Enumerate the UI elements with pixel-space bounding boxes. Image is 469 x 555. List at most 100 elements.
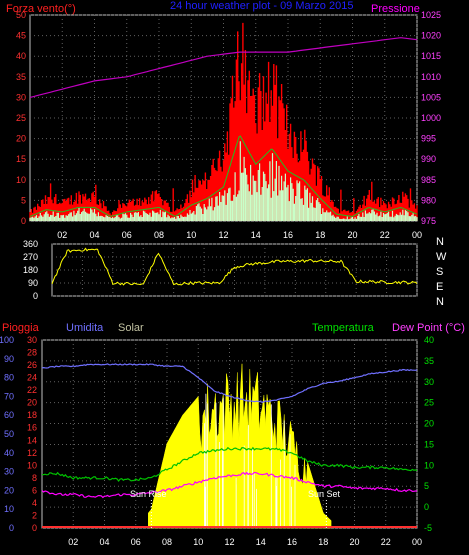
wind-y-tick-label: 40 (16, 51, 26, 61)
pressure-y-tick-label: 975 (421, 216, 436, 226)
wind-y-tick-label: 25 (16, 113, 26, 123)
pressure-y-tick-label: 980 (421, 195, 436, 205)
temperature-y-tick-label: 20 (424, 419, 434, 429)
thermo-x-tick-label: 20 (349, 537, 359, 547)
wind-x-tick-label: 08 (154, 230, 164, 240)
rain-y-tick-label: 12 (27, 448, 37, 458)
pressure-y-tick-label: 1010 (421, 72, 441, 82)
humidity-y-tick-label: 20 (4, 485, 14, 495)
humidity-y-tick-label: 40 (4, 448, 14, 458)
wind-direction-line (51, 247, 418, 286)
humidity-y-tick-label: 10 (4, 504, 14, 514)
rain-y-tick-label: 14 (27, 435, 37, 445)
thermo-x-ticks: 02 04 06 08 10 12 14 16 18 20 22 00 (68, 537, 422, 547)
direction-y-tick-label: 270 (23, 252, 38, 262)
direction-y-tick-label: 360 (23, 239, 38, 249)
pressure-y-tick-label: 1020 (421, 31, 441, 41)
solar-area (147, 363, 332, 529)
humidity-y-tick-label: 80 (4, 373, 14, 383)
pressure-y-tick-label: 995 (421, 134, 436, 144)
pressure-y-tick-label: 1000 (421, 113, 441, 123)
wind-y-tick-label: 30 (16, 92, 26, 102)
humidity-y-ticks: 0 10 20 30 40 50 60 70 80 90 100 (0, 335, 14, 533)
wind-x-ticks: 02 04 06 08 10 12 14 16 18 20 22 00 (57, 230, 422, 240)
pressure-y-ticks: 975 980 985 990 995 1000 1005 1010 1015 1020 1025 (421, 10, 441, 226)
thermo-x-tick-label: 12 (224, 537, 234, 547)
wind-x-tick-label: 12 (218, 230, 228, 240)
compass-label: S (436, 266, 443, 278)
wind-y-tick-label: 5 (21, 195, 26, 205)
sunrise-label: Sun Rise (130, 489, 167, 499)
pressure-y-tick-label: 1015 (421, 51, 441, 61)
temperature-line (41, 446, 418, 482)
wind-panel-data (29, 22, 418, 221)
temperature-axis-label: Temperatura (312, 322, 375, 334)
humidity-y-tick-label: 0 (9, 523, 14, 533)
wind-y-tick-label: 10 (16, 175, 26, 185)
wind-x-tick-label: 22 (380, 230, 390, 240)
thermo-x-tick-label: 18 (318, 537, 328, 547)
wind-axis-label: Forza vento(°) (6, 3, 76, 15)
thermo-x-tick-label: 04 (99, 537, 109, 547)
wind-y-tick-label: 15 (16, 154, 26, 164)
rain-y-tick-label: 16 (27, 423, 37, 433)
rain-y-tick-label: 18 (27, 410, 37, 420)
rain-y-tick-label: 20 (27, 398, 37, 408)
wind-x-tick-label: 18 (315, 230, 325, 240)
humidity-y-tick-label: 50 (4, 429, 14, 439)
rain-y-tick-label: 4 (32, 498, 37, 508)
wind-y-ticks: 0 5 10 15 20 25 30 35 40 45 50 (16, 10, 26, 226)
solar-spikes (204, 393, 296, 528)
dewpoint-line (41, 471, 417, 499)
humidity-y-tick-label: 30 (4, 467, 14, 477)
compass-label: W (436, 251, 447, 263)
wind-x-tick-label: 00 (412, 230, 422, 240)
pressure-y-tick-label: 1025 (421, 10, 441, 20)
humidity-y-tick-label: 90 (4, 354, 14, 364)
rain-y-tick-label: 0 (32, 523, 37, 533)
dewpoint-axis-label: Dew Point (°C) (392, 322, 465, 334)
rain-axis-label: Pioggia (2, 322, 40, 334)
rain-y-tick-label: 10 (27, 460, 37, 470)
compass-label: E (436, 281, 443, 293)
wind-x-tick-label: 20 (347, 230, 357, 240)
humidity-axis-label: Umidita (66, 322, 104, 334)
wind-x-tick-label: 04 (89, 230, 99, 240)
wind-y-tick-label: 45 (16, 31, 26, 41)
pressure-line (29, 37, 418, 98)
temperature-y-tick-label: 35 (424, 356, 434, 366)
temperature-y-tick-label: 25 (424, 398, 434, 408)
humidity-line (41, 363, 418, 403)
temperature-y-tick-label: 40 (424, 335, 434, 345)
thermo-panel-data (41, 363, 418, 529)
wind-y-tick-label: 35 (16, 72, 26, 82)
wind-y-tick-label: 50 (16, 10, 26, 20)
direction-panel-data (51, 247, 418, 286)
temperature-y-ticks: -5 0 5 10 15 20 25 30 35 40 (424, 335, 434, 533)
pressure-axis-label: Pressione (371, 3, 420, 15)
pressure-y-tick-label: 990 (421, 154, 436, 164)
wind-x-tick-label: 14 (251, 230, 261, 240)
thermo-x-tick-label: 00 (412, 537, 422, 547)
humidity-y-tick-label: 100 (0, 335, 14, 345)
thermo-x-tick-label: 14 (256, 537, 266, 547)
thermo-x-tick-label: 22 (381, 537, 391, 547)
compass-label: N (436, 296, 444, 308)
rain-y-tick-label: 26 (27, 360, 37, 370)
wind-x-tick-label: 10 (186, 230, 196, 240)
pressure-y-tick-label: 1005 (421, 92, 441, 102)
wind-x-tick-label: 02 (57, 230, 67, 240)
direction-y-tick-label: 0 (33, 291, 38, 301)
direction-y-ticks: 360 270 180 90 0 (23, 239, 38, 301)
rain-y-tick-label: 2 (32, 510, 37, 520)
rain-y-tick-label: 24 (27, 373, 37, 383)
thermo-x-tick-label: 16 (287, 537, 297, 547)
wind-x-tick-label: 06 (122, 230, 132, 240)
thermo-x-tick-label: 08 (162, 537, 172, 547)
wind-y-tick-label: 0 (21, 216, 26, 226)
temperature-y-tick-label: 10 (424, 460, 434, 470)
direction-y-tick-label: 180 (23, 265, 38, 275)
